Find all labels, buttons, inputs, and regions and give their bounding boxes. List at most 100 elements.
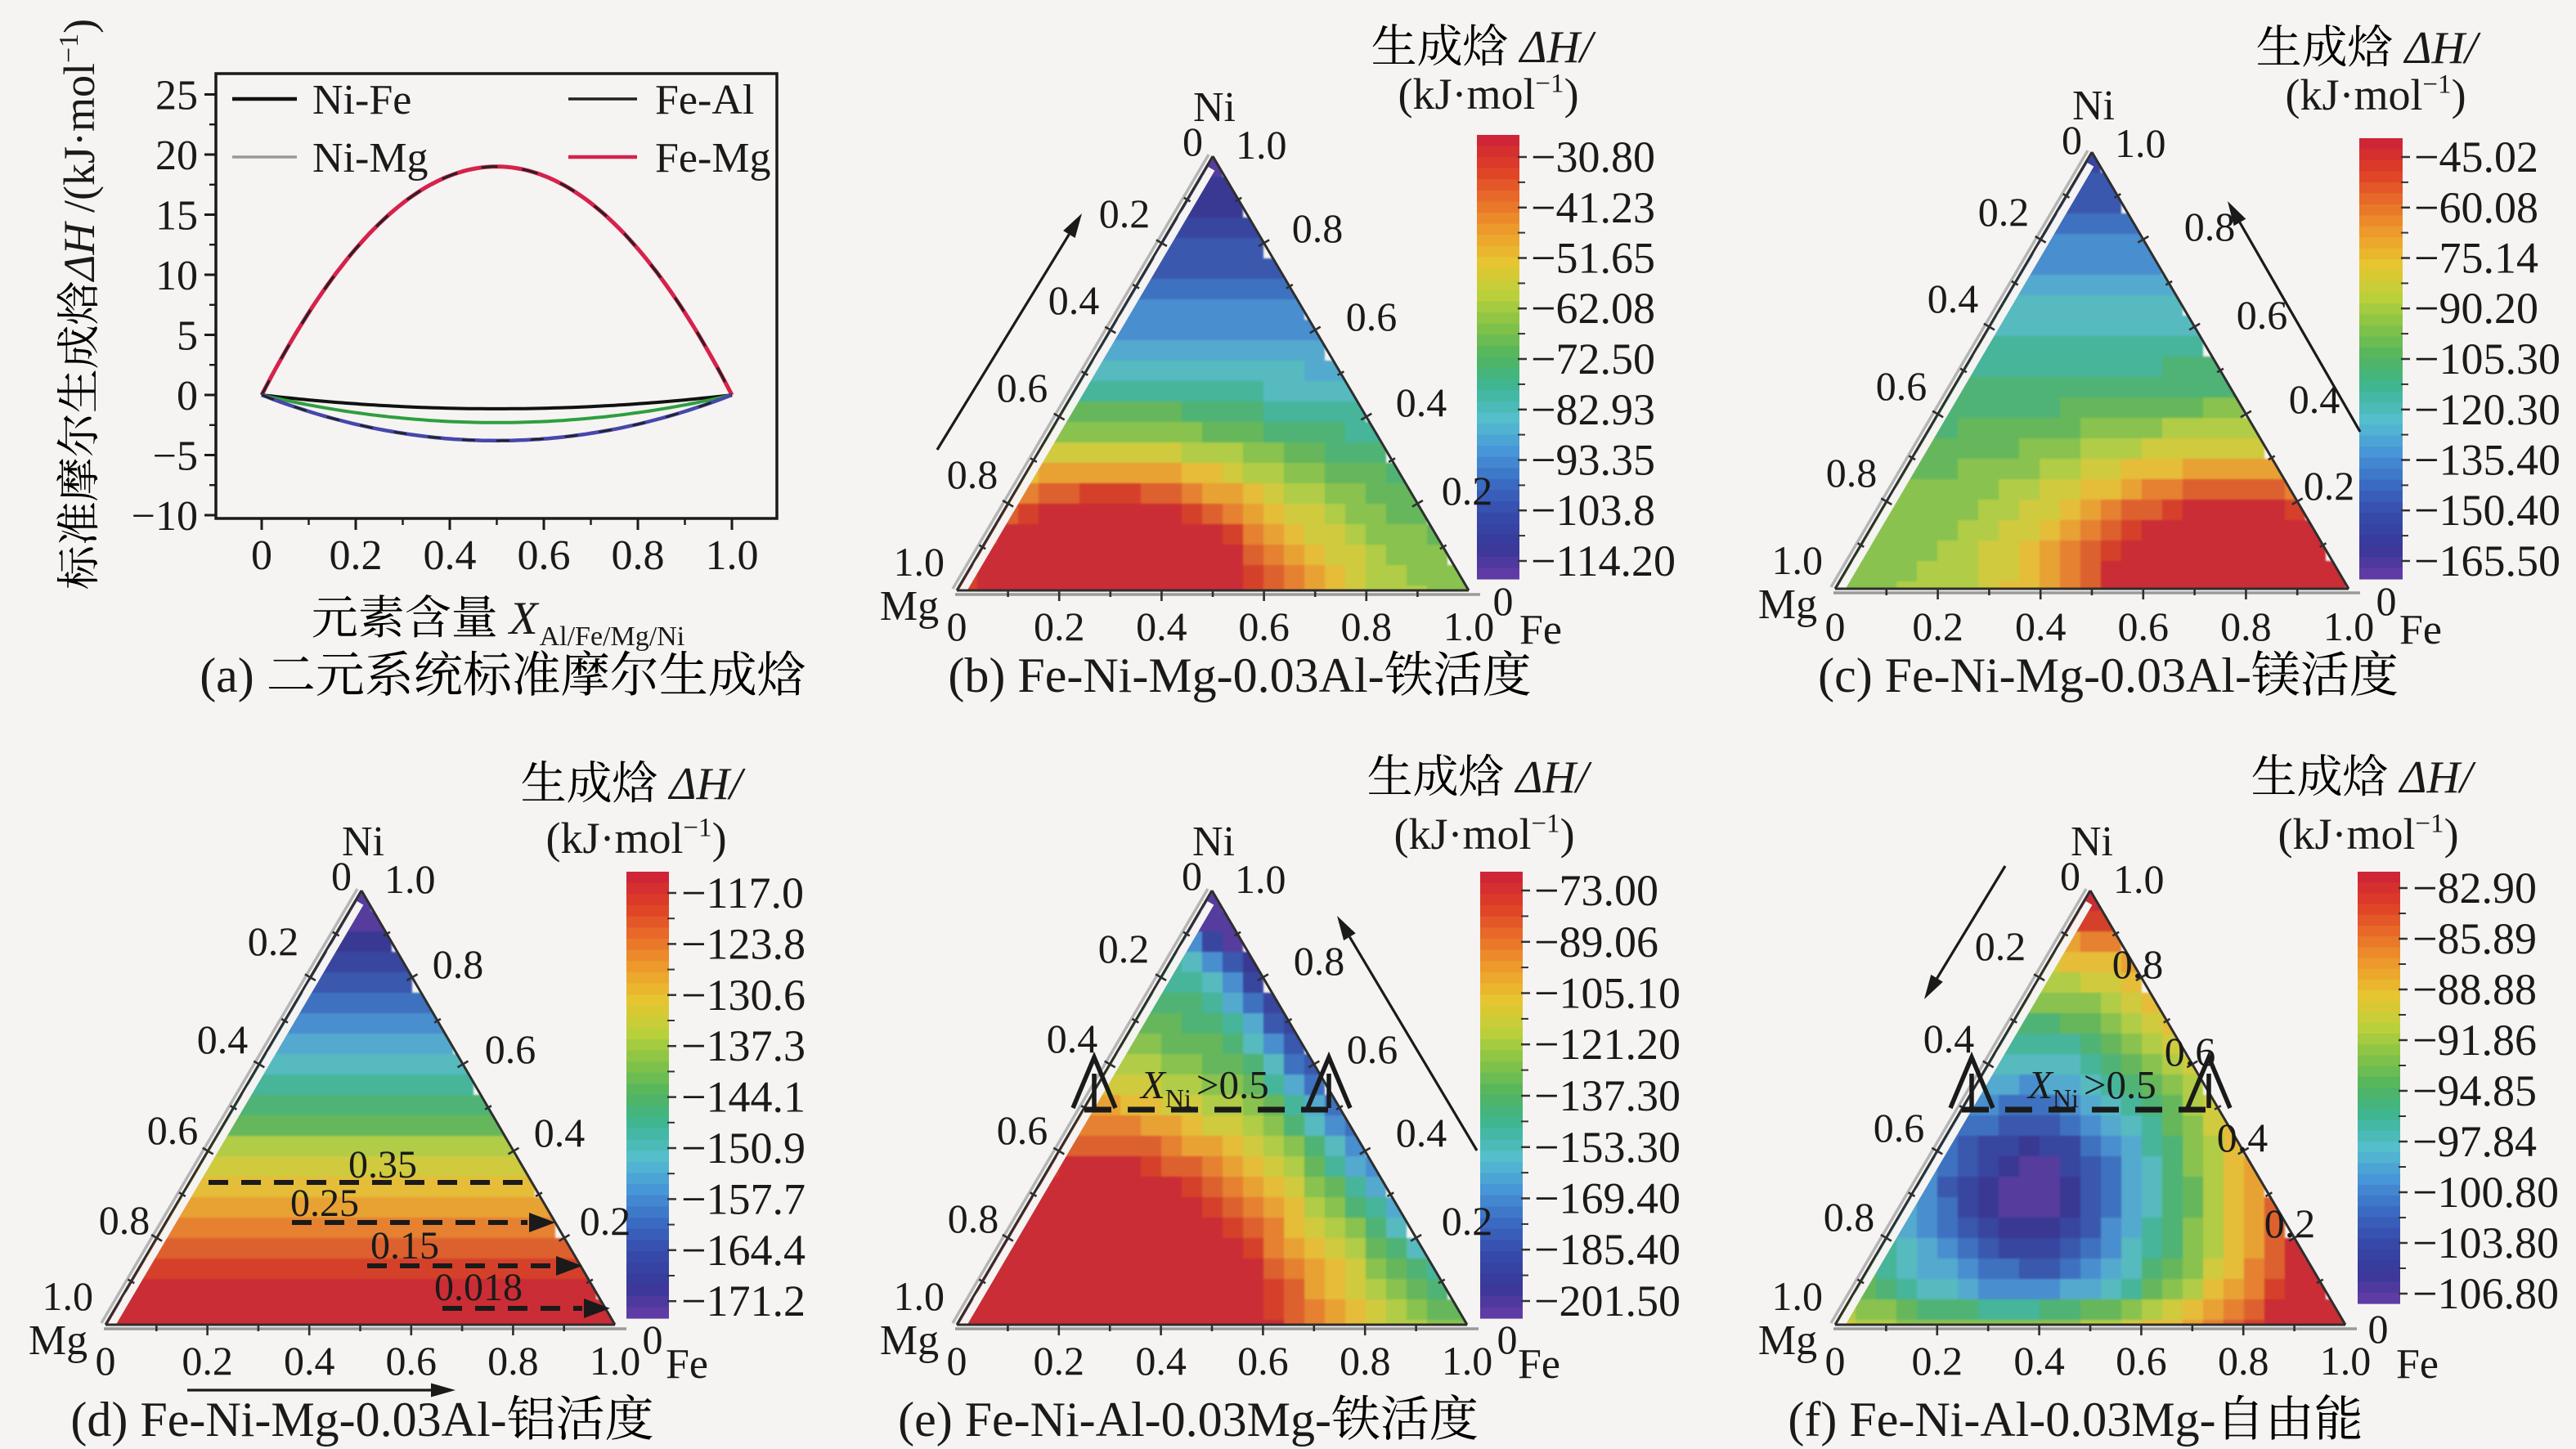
- svg-text:0.8: 0.8: [1826, 450, 1878, 496]
- svg-text:−114.20: −114.20: [1531, 536, 1676, 585]
- svg-text:0.4: 0.4: [1048, 277, 1100, 323]
- svg-text:−120.30: −120.30: [2414, 385, 2560, 434]
- svg-text:−73.00: −73.00: [1534, 866, 1658, 915]
- svg-text:ΔH/: ΔH/: [1515, 752, 1592, 803]
- svg-text:0.2: 0.2: [1098, 926, 1150, 971]
- svg-text:−201.50: −201.50: [1534, 1276, 1681, 1326]
- svg-text:0.35: 0.35: [348, 1143, 417, 1187]
- svg-text:): ): [1564, 70, 1579, 119]
- svg-text:0.6: 0.6: [2237, 292, 2288, 338]
- svg-text:0: 0: [643, 1317, 663, 1362]
- svg-text:(kJ·mol: (kJ·mol: [1398, 70, 1536, 119]
- svg-text:0.6: 0.6: [2116, 1338, 2167, 1384]
- svg-text:0: 0: [2368, 1306, 2389, 1352]
- svg-text:0: 0: [251, 532, 272, 579]
- svg-text:0: 0: [2060, 853, 2080, 899]
- svg-text:0.4: 0.4: [1923, 1016, 1975, 1061]
- svg-text:0.2: 0.2: [1975, 923, 2026, 969]
- svg-text:1.0: 1.0: [384, 856, 436, 902]
- svg-text:Ni: Ni: [1193, 84, 1236, 131]
- svg-text:0.018: 0.018: [434, 1266, 523, 1309]
- svg-text:ΔH/: ΔH/: [668, 759, 746, 810]
- svg-text:1.0: 1.0: [1772, 537, 1824, 583]
- svg-text:Mg: Mg: [29, 1317, 88, 1364]
- svg-text:(kJ·mol: (kJ·mol: [2286, 70, 2423, 119]
- svg-text:−72.50: −72.50: [1531, 334, 1655, 384]
- svg-text:1.0: 1.0: [590, 1338, 641, 1384]
- svg-text:0.8: 0.8: [612, 532, 665, 579]
- svg-text:): ): [55, 19, 104, 34]
- svg-text:−137.30: −137.30: [1534, 1071, 1681, 1120]
- svg-text:−150.40: −150.40: [2414, 486, 2560, 535]
- svg-text:−1: −1: [1531, 810, 1560, 839]
- svg-text:Ni: Ni: [342, 819, 384, 865]
- svg-text:0: 0: [1182, 853, 1202, 899]
- svg-text:1.0: 1.0: [2113, 856, 2165, 902]
- svg-text:Ni-Fe: Ni-Fe: [312, 77, 411, 123]
- svg-text:−164.4: −164.4: [681, 1226, 806, 1275]
- svg-text:0.25: 0.25: [290, 1182, 359, 1225]
- svg-text:(e) Fe-Ni-Al-0.03Mg-: (e) Fe-Ni-Al-0.03Mg-: [898, 1393, 1331, 1447]
- svg-text:Mg: Mg: [880, 1317, 939, 1364]
- svg-text:−185.40: −185.40: [1534, 1225, 1681, 1274]
- svg-text:>0.5: >0.5: [2084, 1062, 2156, 1107]
- svg-text:−117.0: −117.0: [681, 868, 804, 917]
- svg-text:−153.30: −153.30: [1534, 1123, 1681, 1172]
- svg-text:−150.9: −150.9: [681, 1124, 806, 1173]
- svg-text:0.4: 0.4: [2013, 1338, 2065, 1384]
- svg-text:0.4: 0.4: [1928, 276, 1979, 321]
- svg-text:−90.20: −90.20: [2414, 284, 2538, 333]
- svg-text:0: 0: [2062, 117, 2082, 163]
- svg-text:Ni: Ni: [2071, 819, 2113, 865]
- svg-text:0.2: 0.2: [1099, 191, 1151, 236]
- svg-text:ΔH: ΔH: [55, 221, 104, 283]
- svg-text:0.8: 0.8: [1292, 205, 1344, 251]
- svg-text:−75.14: −75.14: [2414, 234, 2538, 283]
- svg-text:−41.23: −41.23: [1531, 183, 1655, 232]
- svg-text:−89.06: −89.06: [1534, 917, 1658, 967]
- svg-text:0.2: 0.2: [1442, 1198, 1493, 1244]
- svg-text:0.6: 0.6: [997, 365, 1048, 410]
- svg-text:): ): [712, 814, 727, 863]
- svg-text:−88.88: −88.88: [2412, 965, 2537, 1014]
- svg-text:−165.50: −165.50: [2414, 536, 2560, 585]
- svg-text:(c) Fe-Ni-Mg-0.03Al-: (c) Fe-Ni-Mg-0.03Al-: [1818, 648, 2251, 702]
- svg-text:(a): (a): [200, 648, 254, 702]
- svg-text:(b) Fe-Ni-Mg-0.03Al-: (b) Fe-Ni-Mg-0.03Al-: [948, 648, 1384, 702]
- svg-text:1.0: 1.0: [1442, 1338, 1493, 1384]
- svg-text:1.0: 1.0: [2115, 120, 2166, 166]
- svg-text:0.6: 0.6: [1346, 294, 1398, 339]
- svg-text:0.2: 0.2: [330, 532, 383, 579]
- svg-text:0.8: 0.8: [948, 1196, 999, 1241]
- svg-text:Ni: Ni: [2072, 83, 2115, 129]
- svg-text:0.6: 0.6: [147, 1107, 199, 1153]
- svg-text:0.8: 0.8: [99, 1197, 150, 1243]
- svg-text:−97.84: −97.84: [2412, 1117, 2537, 1166]
- svg-text:−144.1: −144.1: [681, 1073, 806, 1122]
- svg-text:0: 0: [1825, 1338, 1846, 1384]
- svg-text:−82.93: −82.93: [1531, 385, 1655, 434]
- svg-text:−1: −1: [54, 34, 84, 63]
- svg-text:0.2: 0.2: [1442, 468, 1493, 514]
- svg-text:ΔH/: ΔH/: [2403, 23, 2481, 74]
- svg-text:0.4: 0.4: [1047, 1016, 1098, 1061]
- svg-text:Mg: Mg: [1758, 1317, 1817, 1364]
- svg-text:0.8: 0.8: [433, 941, 484, 987]
- svg-text:): ): [2452, 70, 2466, 119]
- svg-text:X: X: [1139, 1062, 1167, 1107]
- svg-text:0.2: 0.2: [1912, 603, 1963, 649]
- svg-text:−93.35: −93.35: [1531, 436, 1655, 485]
- svg-text:Mg: Mg: [1758, 581, 1817, 628]
- svg-text:Fe: Fe: [666, 1341, 708, 1388]
- svg-text:0: 0: [1493, 578, 1514, 624]
- svg-text:20: 20: [155, 132, 198, 179]
- svg-text:−100.80: −100.80: [2412, 1168, 2559, 1217]
- svg-text:0.8: 0.8: [2112, 941, 2164, 987]
- svg-text:0.4: 0.4: [2015, 603, 2067, 649]
- svg-text:0.8: 0.8: [2184, 204, 2236, 249]
- svg-text:0.4: 0.4: [284, 1338, 335, 1384]
- svg-text:(f) Fe-Ni-Al-0.03Mg-: (f) Fe-Ni-Al-0.03Mg-: [1788, 1393, 2215, 1447]
- svg-text:0.8: 0.8: [1294, 938, 1345, 984]
- svg-text:0: 0: [1183, 119, 1203, 164]
- svg-text:1.0: 1.0: [1443, 603, 1495, 649]
